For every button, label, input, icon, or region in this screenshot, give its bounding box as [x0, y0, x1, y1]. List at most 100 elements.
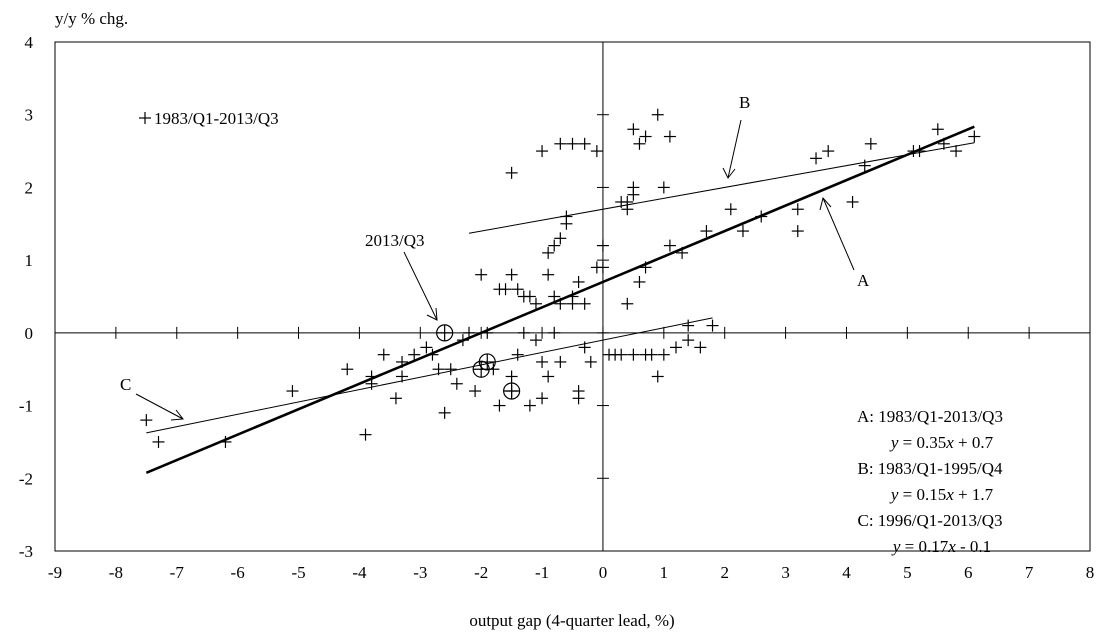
scatter-point	[670, 341, 682, 354]
scatter-point	[755, 210, 768, 223]
scatter-point	[505, 166, 518, 179]
y-tick-label: 0	[25, 324, 34, 343]
y-tick-label: 4	[25, 33, 34, 52]
scatter-point	[554, 297, 567, 310]
scatter-point	[505, 268, 518, 281]
x-tick-label: 5	[903, 563, 912, 582]
scatter-point	[937, 137, 950, 150]
scatter-point	[456, 334, 469, 347]
scatter-point	[140, 414, 153, 427]
annotation-a-arrow-line	[822, 197, 855, 271]
annotation-b-arrowhead	[722, 167, 736, 179]
y-tick-label: -2	[19, 469, 33, 488]
x-tick-label: 3	[781, 563, 790, 582]
scatter-point	[219, 435, 232, 448]
annotation-c-arrow-line	[135, 393, 184, 420]
equation-period: B: 1983/Q1-1995/Q4	[858, 459, 1003, 478]
scatter-point	[396, 355, 409, 368]
scatter-point	[396, 370, 409, 383]
scatter-point	[548, 290, 561, 303]
scatter-point	[627, 123, 640, 136]
scatter-point	[596, 261, 609, 274]
x-tick-label: -5	[291, 563, 305, 582]
scatter-point	[286, 385, 299, 398]
scatter-point	[791, 203, 804, 216]
scatter-point	[633, 137, 646, 150]
scatter-point	[517, 326, 530, 339]
scatter-point	[590, 145, 603, 158]
scatter-point	[566, 297, 579, 310]
scatter-point	[639, 261, 652, 274]
scatter-point	[365, 377, 378, 390]
scatter-point	[152, 435, 165, 448]
axes	[55, 42, 1090, 551]
scatter-point	[536, 392, 549, 405]
scatter-point	[554, 137, 567, 150]
x-tick-label: 8	[1086, 563, 1095, 582]
scatter-point	[493, 399, 506, 412]
scatter-point	[463, 326, 475, 339]
annotation-2013q3-label: 2013/Q3	[365, 231, 425, 250]
scatter-point	[651, 370, 664, 383]
scatter-point	[554, 232, 567, 245]
scatter-point	[694, 341, 707, 354]
annotations: 2013/Q3 A B C	[120, 93, 870, 421]
scatter-point	[377, 348, 390, 361]
x-tick-label: -4	[352, 563, 367, 582]
highlighted-point	[472, 360, 490, 378]
scatter-point	[548, 239, 561, 252]
plot-frame	[54, 41, 1091, 552]
scatter-point	[736, 225, 749, 238]
scatter-point	[572, 275, 585, 288]
legend: 1983/Q1-2013/Q3	[139, 109, 279, 128]
scatter-point	[682, 319, 695, 332]
scatter-point	[822, 145, 835, 158]
scatter-point	[791, 225, 804, 238]
scatter-point	[536, 145, 549, 158]
x-tick-label: -1	[535, 563, 549, 582]
annotation-label-c: C	[120, 375, 131, 394]
scatter-point	[639, 130, 652, 143]
x-tick-label: -8	[109, 563, 123, 582]
scatter-point	[968, 130, 981, 143]
legend-label: 1983/Q1-2013/Q3	[154, 109, 279, 128]
annotation-label-b: B	[739, 93, 750, 112]
highlighted-point	[436, 324, 454, 342]
scatter-point	[858, 159, 871, 172]
scatter-point	[676, 246, 689, 259]
scatter-point	[389, 392, 402, 405]
scatter-point	[341, 363, 354, 376]
scatter-point	[950, 145, 963, 158]
scatter-point	[566, 137, 579, 150]
scatter-point	[560, 210, 573, 223]
scatter-point	[931, 123, 944, 136]
scatter-point	[621, 203, 634, 216]
x-tick-label: 2	[720, 563, 729, 582]
annotation-label-a: A	[857, 271, 870, 290]
scatter-point	[481, 326, 494, 339]
scatter-point	[682, 334, 695, 347]
annotation-2013q3-arrowhead	[426, 307, 438, 321]
x-tick-label: 4	[842, 563, 851, 582]
x-tick-label: 1	[660, 563, 669, 582]
equation-formula: y = 0.17x - 0.1	[891, 537, 991, 556]
scatter-point	[499, 283, 512, 296]
scatter-point	[615, 348, 628, 361]
scatter-point	[542, 370, 555, 383]
scatter-point	[651, 108, 664, 121]
equation-formula: y = 0.35x + 0.7	[889, 433, 994, 452]
scatter-point	[657, 181, 670, 194]
scatter-point	[700, 225, 713, 238]
scatter-point	[511, 283, 524, 296]
scatter-point	[542, 268, 555, 281]
scatter-point	[724, 203, 737, 216]
x-tick-label: -3	[413, 563, 427, 582]
scatter-point	[657, 348, 670, 361]
x-tick-label: -7	[170, 563, 185, 582]
scatter-point	[572, 392, 585, 405]
scatter-point	[542, 246, 555, 259]
y-tick-label: 3	[25, 106, 34, 125]
scatter-point	[469, 385, 482, 398]
